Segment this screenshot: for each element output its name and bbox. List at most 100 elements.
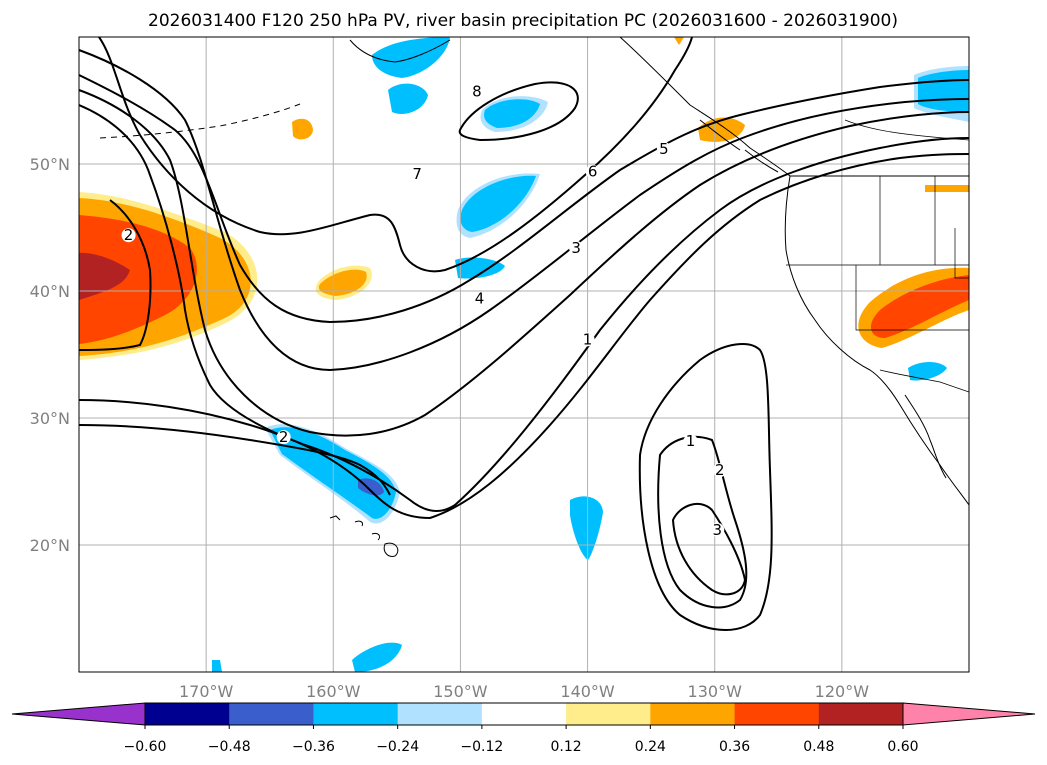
colorbar: −0.60 −0.48 −0.36 −0.24 −0.12 0.12 0.24 0.36 0.4…	[11, 702, 1036, 755]
contour-label-mask	[472, 291, 487, 306]
colorbar-segment	[229, 703, 314, 725]
colorbar-tick-label: 0.48	[803, 739, 834, 755]
pv-contour-labels: 8 7 6 5 3 4 1 2 2 1 2 3	[121, 83, 727, 539]
pv-contour-label: 3	[712, 521, 722, 539]
contour-label-mask	[585, 164, 600, 179]
hawaii-island-big	[383, 542, 399, 557]
contour-label-mask	[683, 433, 698, 448]
pv-contour-2-cutoff	[657, 435, 748, 609]
pv-contour-3	[79, 104, 969, 512]
colorbar-segment	[734, 703, 820, 725]
colorbar-segment	[818, 703, 904, 725]
contour-label-mask	[710, 522, 725, 537]
pv-contour-label: 2	[715, 461, 725, 479]
hawaii-band-core	[358, 478, 384, 496]
y-tick-label: 40°N	[30, 282, 70, 301]
south-blob	[352, 642, 402, 672]
bering-blob	[388, 83, 428, 115]
colorbar-tick-label: 0.24	[635, 739, 666, 755]
west-anomaly-dark	[79, 252, 130, 300]
colorbar-segment	[481, 703, 567, 725]
contour-label-mask	[410, 167, 425, 182]
north-pacific-blob-core	[484, 99, 540, 128]
small-anomaly-top	[674, 37, 684, 45]
colorbar-segment	[566, 703, 651, 725]
small-anomaly-east-strip	[925, 185, 969, 192]
mid-pacific	[460, 175, 536, 232]
hawaii-island-2	[354, 520, 363, 527]
colorbar-under-extension	[11, 702, 146, 726]
colorbar-segment	[313, 703, 399, 725]
pv-contour-label: 6	[588, 163, 598, 181]
contour-label-mask	[469, 84, 484, 99]
pv-contour-2-west	[79, 199, 152, 351]
contour-label-mask	[580, 332, 595, 347]
contour-label-mask	[276, 430, 291, 445]
west-anomaly-red	[79, 215, 197, 344]
pv-contours	[79, 37, 969, 631]
colorbar-tick-label: 0.60	[887, 739, 918, 755]
pv-contour-5	[79, 49, 969, 372]
pv-contour-label: 1	[686, 432, 696, 450]
colorbar-segment	[145, 703, 230, 725]
coastline-alaska-panhandle	[619, 37, 791, 177]
baja-small	[908, 362, 947, 381]
map-frame	[78, 36, 970, 673]
pv-contour-7	[98, 37, 693, 273]
border-us-mexico	[879, 369, 969, 393]
contour-label-mask	[712, 463, 727, 478]
pv-contour-3-cutoff	[671, 502, 747, 596]
y-axis-ticks: 20°N 30°N 40°N 50°N	[30, 155, 70, 555]
colorbar-tick-label: −0.48	[208, 739, 251, 755]
coastline-bc-islands	[699, 119, 779, 173]
x-tick-label: 160°W	[306, 682, 361, 701]
state-lines	[786, 119, 969, 331]
colorbar-tick-label: −0.12	[460, 739, 503, 755]
pv-contour-label: 5	[659, 140, 669, 158]
small-anomaly-165w	[292, 118, 313, 140]
pv-contour-label: 4	[475, 290, 485, 308]
small-anomaly-160w-core	[318, 269, 367, 296]
coastline-baja	[904, 394, 947, 479]
colorbar-tick-label: 0.36	[719, 739, 750, 755]
x-tick-label: 150°W	[433, 682, 488, 701]
y-tick-label: 20°N	[30, 536, 70, 555]
pv-contour-2-south	[79, 424, 391, 496]
colorbar-tick-label: −0.60	[124, 739, 167, 755]
chart-title: 2026031400 F120 250 hPa PV, river basin …	[148, 11, 898, 31]
coastline-alaska-south	[349, 39, 451, 63]
pv-contour-8	[458, 81, 579, 142]
map-area: 8 7 6 5 3 4 1 2 2 1 2 3	[79, 37, 969, 672]
x-tick-label: 170°W	[179, 682, 234, 701]
pv-contour-1-north	[79, 153, 969, 520]
colorbar-tick-label: −0.36	[292, 739, 335, 755]
contour-label-mask	[656, 141, 671, 156]
nw-canada-blob-core	[918, 70, 969, 112]
pv-contour-6	[79, 74, 969, 324]
colorbar-segment	[650, 703, 736, 725]
pv-contour-label: 7	[412, 165, 422, 183]
x-axis-ticks: 170°W 160°W 150°W 140°W 130°W 120°W	[179, 682, 869, 701]
x-tick-label: 130°W	[688, 682, 743, 701]
contour-label-mask	[121, 228, 136, 243]
aleutian-chain	[99, 103, 301, 139]
contour-label-mask	[569, 240, 584, 255]
mid-pacific-small	[455, 257, 505, 279]
aleutian-blob	[372, 37, 450, 78]
x-tick-label: 120°W	[815, 682, 870, 701]
gridlines	[79, 37, 969, 672]
pv-contour-label: 8	[472, 83, 482, 101]
x-tick-label: 140°W	[560, 682, 615, 701]
map-background	[79, 37, 969, 672]
y-tick-label: 50°N	[30, 155, 70, 174]
south-sliver	[212, 660, 222, 672]
colorbar-over-extension	[902, 702, 1036, 726]
east-pacific-small	[570, 496, 603, 560]
hawaii-island-1	[329, 515, 341, 521]
pv-contour-4	[79, 89, 969, 437]
pv-contour-1-cutoff	[638, 343, 773, 631]
hawaii-islands	[329, 515, 399, 557]
colorbar-tick-label: 0.12	[551, 739, 582, 755]
colorbar-frame	[144, 702, 904, 726]
